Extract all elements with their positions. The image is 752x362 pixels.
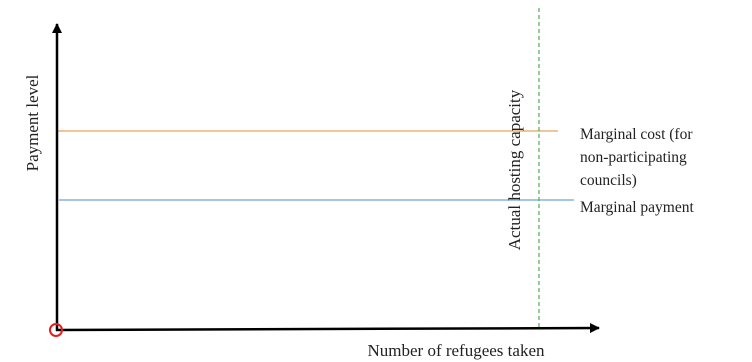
marginal-cost-label-line-3: councils) (580, 172, 637, 189)
y-axis-label: Payment level (23, 74, 42, 171)
marginal-payment-label: Marginal payment (580, 199, 694, 216)
x-axis (55, 323, 600, 334)
hosting-capacity-label: Actual hosting capacity (505, 89, 524, 250)
marginal-cost-label-line-1: Marginal cost (for (580, 126, 693, 143)
marginal-cost-label-line-2: non-participating (580, 149, 687, 166)
x-axis-label: Number of refugees taken (367, 341, 545, 360)
origin-marker (49, 323, 63, 337)
